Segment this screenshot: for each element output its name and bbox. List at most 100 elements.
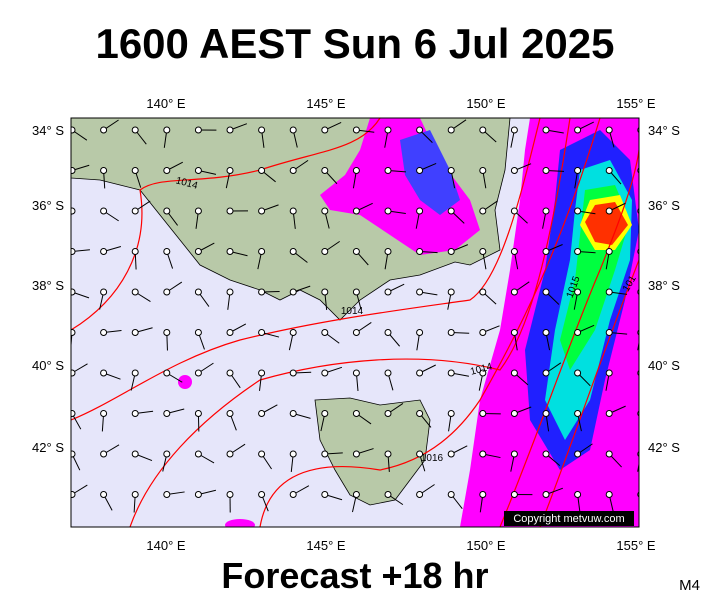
station: [352, 450, 360, 458]
station: [479, 248, 487, 255]
station: [447, 288, 455, 296]
station: [226, 369, 234, 377]
station: [226, 329, 234, 336]
station: [71, 491, 76, 498]
station: [416, 410, 424, 417]
station: [289, 450, 297, 458]
station: [71, 207, 76, 215]
station: [542, 288, 550, 296]
station: [352, 288, 360, 296]
lon-label: 155° E: [616, 96, 656, 111]
rain-blue: [400, 130, 460, 215]
station: [289, 207, 297, 215]
station: [352, 167, 360, 174]
station: [258, 491, 266, 498]
station: [163, 491, 171, 498]
station: [352, 369, 360, 377]
station: [605, 167, 613, 174]
station: [384, 288, 392, 296]
station: [163, 126, 171, 134]
station: [163, 329, 171, 336]
station: [100, 369, 108, 377]
station: [321, 248, 329, 255]
station: [71, 248, 76, 255]
station: [605, 288, 613, 296]
station: [71, 126, 76, 134]
station: [447, 207, 455, 215]
station: [574, 207, 582, 215]
lon-label: 140° E: [146, 538, 186, 553]
station: [258, 207, 266, 215]
station: [510, 248, 518, 255]
station: [321, 126, 329, 134]
station: [289, 167, 297, 174]
lat-label: 38° S: [648, 278, 680, 293]
station: [447, 167, 455, 174]
station: [321, 450, 329, 458]
lat-label: 36° S: [32, 198, 64, 213]
station: [100, 288, 108, 296]
station: [226, 167, 234, 174]
station: [71, 450, 76, 458]
station: [416, 491, 424, 498]
station: [71, 288, 76, 296]
station: [321, 329, 329, 336]
station: [605, 491, 613, 498]
station: [321, 491, 329, 498]
station: [479, 288, 487, 296]
station: [352, 491, 360, 498]
station: [71, 167, 76, 174]
station: [574, 450, 582, 458]
station: [510, 491, 518, 498]
station: [226, 410, 234, 417]
station: [574, 369, 582, 377]
map-body: [71, 118, 639, 527]
map-code: M4: [679, 577, 700, 594]
station: [479, 126, 487, 134]
station: [100, 450, 108, 458]
lat-label: 34° S: [648, 123, 680, 138]
station: [416, 207, 424, 215]
station: [384, 207, 392, 215]
station: [258, 248, 266, 255]
station: [447, 369, 455, 377]
station: [226, 126, 234, 134]
station: [131, 126, 139, 134]
station: [352, 248, 360, 255]
station: [100, 491, 108, 498]
station: [289, 248, 297, 255]
station: [289, 126, 297, 134]
station: [416, 126, 424, 134]
isobar-label: 1014: [341, 306, 364, 317]
station: [289, 369, 297, 377]
station: [352, 329, 360, 336]
station: [447, 329, 455, 336]
station: [258, 450, 266, 458]
forecast-label: Forecast +18 hr: [221, 555, 488, 596]
station: [542, 126, 550, 134]
isobars: [71, 118, 639, 527]
station: [163, 288, 171, 296]
station: [100, 126, 108, 134]
station: [479, 329, 487, 336]
station: [321, 167, 329, 174]
station: [131, 167, 139, 174]
station: [510, 410, 518, 417]
station: [542, 369, 550, 377]
station: [384, 126, 392, 134]
station: [574, 329, 582, 336]
station: [479, 207, 487, 215]
station: [605, 369, 613, 377]
station: [163, 450, 171, 458]
station: [416, 248, 424, 255]
rain-spot: [178, 375, 192, 389]
lat-label: 38° S: [32, 278, 64, 293]
station: [163, 369, 171, 377]
lon-label: 150° E: [466, 96, 506, 111]
station: [258, 126, 266, 134]
station: [226, 288, 234, 296]
station: [479, 410, 487, 417]
station: [131, 207, 139, 215]
station: [258, 288, 266, 296]
